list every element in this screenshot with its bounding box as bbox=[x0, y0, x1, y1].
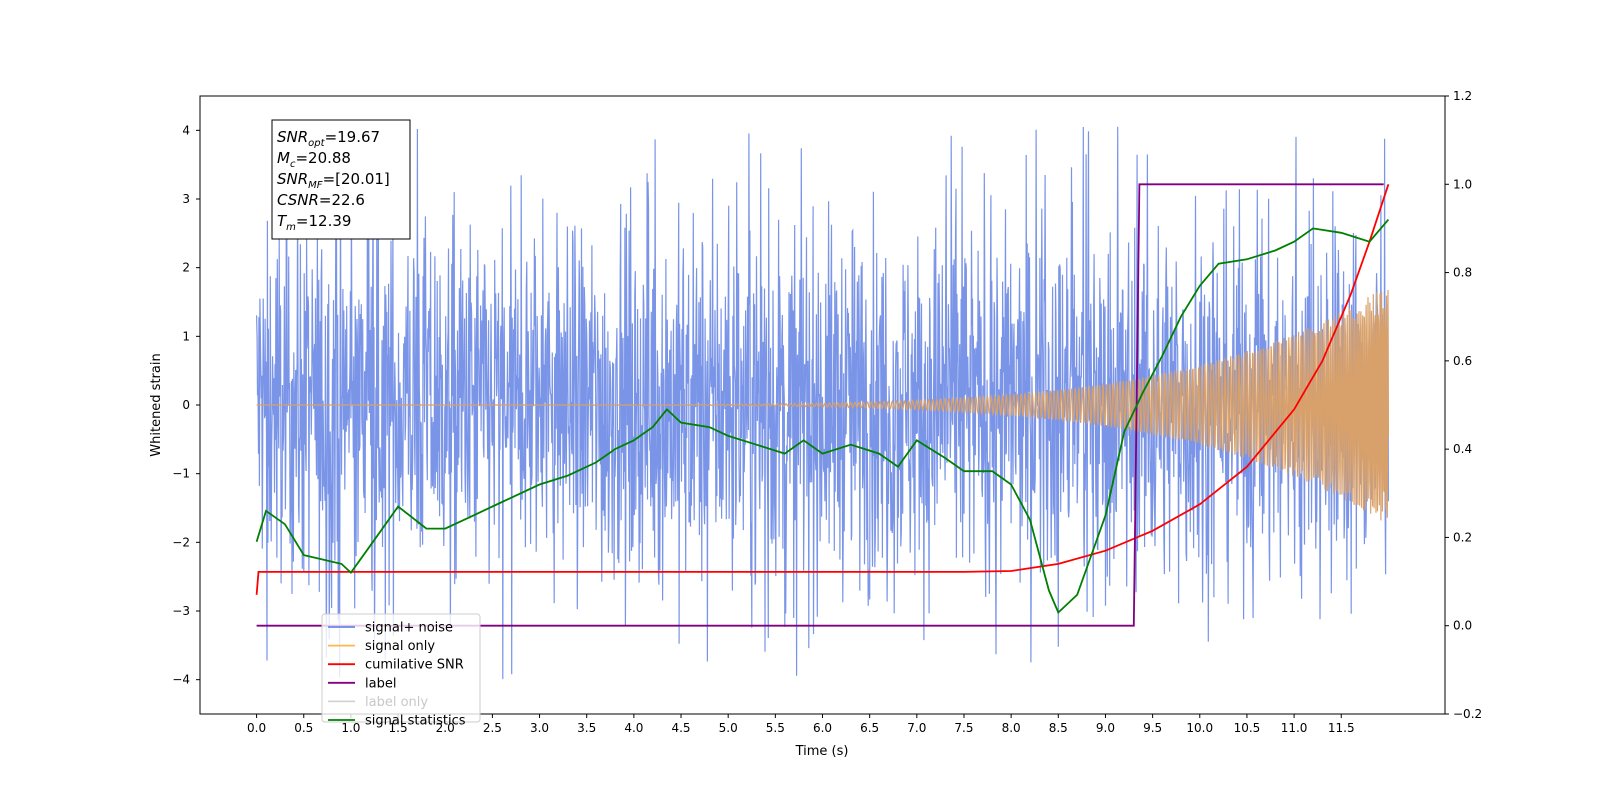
series-signal-only bbox=[256, 289, 1390, 521]
annotation-line: Mc=20.88 bbox=[277, 149, 351, 170]
y2-tick-label: 0.4 bbox=[1453, 442, 1472, 456]
legend-label: label bbox=[365, 676, 396, 691]
x-tick-label: 6.5 bbox=[860, 721, 879, 735]
y2-tick-label: 0.6 bbox=[1453, 354, 1472, 368]
x-tick-label: 11.0 bbox=[1281, 721, 1308, 735]
x-tick-label: 1.5 bbox=[389, 721, 408, 735]
annotation-line: SNRMF=[20.01] bbox=[277, 170, 390, 191]
annotation-frame bbox=[271, 119, 411, 240]
annotation-box: SNRopt=19.67Mc=20.88SNRMF=[20.01]CSNR=22… bbox=[271, 119, 411, 240]
y-tick-label: −2 bbox=[172, 535, 190, 549]
y-tick-label: 0 bbox=[182, 398, 190, 412]
series-layer bbox=[255, 126, 1390, 680]
x-tick-label: 11.5 bbox=[1328, 721, 1355, 735]
x-tick-label: 7.0 bbox=[907, 721, 926, 735]
x-tick-label: 3.0 bbox=[530, 721, 549, 735]
x-tick-label: 7.5 bbox=[954, 721, 973, 735]
y2-tick-label: 1.0 bbox=[1453, 177, 1472, 191]
annotation-line: CSNR=22.6 bbox=[277, 191, 365, 209]
y2-tick-label: 0.0 bbox=[1453, 619, 1472, 633]
x-tick-label: 8.5 bbox=[1049, 721, 1068, 735]
legend-label: signal only bbox=[365, 639, 435, 654]
legend-frame bbox=[321, 613, 481, 723]
annotation-line: Tm=12.39 bbox=[277, 212, 351, 233]
x-tick-label: 5.5 bbox=[766, 721, 785, 735]
annotation-line: SNRopt=19.67 bbox=[277, 128, 380, 149]
y2-tick-label: 1.2 bbox=[1453, 89, 1472, 103]
y-tick-label: −4 bbox=[172, 673, 190, 687]
legend-label: cumilative SNR bbox=[365, 658, 464, 673]
x-tick-label: 3.5 bbox=[577, 721, 596, 735]
y2-tick-label: 0.2 bbox=[1453, 530, 1472, 544]
y-tick-label: 2 bbox=[182, 261, 190, 275]
x-tick-label: 4.0 bbox=[624, 721, 643, 735]
x-tick-label: 10.5 bbox=[1234, 721, 1261, 735]
y-axis-label: Whitened strain bbox=[149, 353, 164, 456]
x-tick-label: 10.0 bbox=[1186, 721, 1213, 735]
series-signal-statistics bbox=[255, 219, 1390, 615]
x-tick-label: 6.0 bbox=[813, 721, 832, 735]
y-tick-label: −1 bbox=[172, 467, 190, 481]
series-signal-noise bbox=[256, 126, 1390, 680]
x-axis: 0.0 0.5 1.0 1.5 2.0 2.5 3.0 3.5 4.0 4.5 5.0 5.5 6.0 6… bbox=[247, 714, 1355, 735]
y-axis-left: −4 −3 −2 −1 0 1 2 3 4 bbox=[172, 123, 200, 687]
x-tick-label: 9.0 bbox=[1096, 721, 1115, 735]
legend: signal+ noise signal only cumilative SNR la… bbox=[321, 613, 481, 729]
x-tick-label: 0.0 bbox=[247, 721, 266, 735]
legend-label: label only bbox=[365, 695, 428, 710]
legend-label: signal statistics bbox=[365, 714, 466, 729]
x-axis-label: Time (s) bbox=[795, 744, 849, 759]
y-tick-label: −3 bbox=[172, 604, 190, 618]
y-tick-label: 3 bbox=[182, 192, 190, 206]
x-tick-label: 8.0 bbox=[1002, 721, 1021, 735]
y-axis-right: −0.2 0.0 0.2 0.4 0.6 0.8 1.0 1.2 bbox=[1445, 89, 1482, 721]
x-tick-label: 2.0 bbox=[436, 721, 455, 735]
y-tick-label: 1 bbox=[182, 329, 190, 343]
y2-tick-label: 0.8 bbox=[1453, 266, 1472, 280]
x-tick-label: 0.5 bbox=[294, 721, 313, 735]
x-tick-label: 2.5 bbox=[483, 721, 502, 735]
x-tick-label: 9.5 bbox=[1143, 721, 1162, 735]
legend-label: signal+ noise bbox=[365, 621, 453, 636]
y-tick-label: 4 bbox=[182, 123, 190, 137]
y2-tick-label: −0.2 bbox=[1453, 707, 1482, 721]
series-cumulative-snr bbox=[255, 184, 1390, 595]
x-tick-label: 5.0 bbox=[719, 721, 738, 735]
x-tick-label: 1.0 bbox=[341, 721, 360, 735]
x-tick-label: 4.5 bbox=[671, 721, 690, 735]
